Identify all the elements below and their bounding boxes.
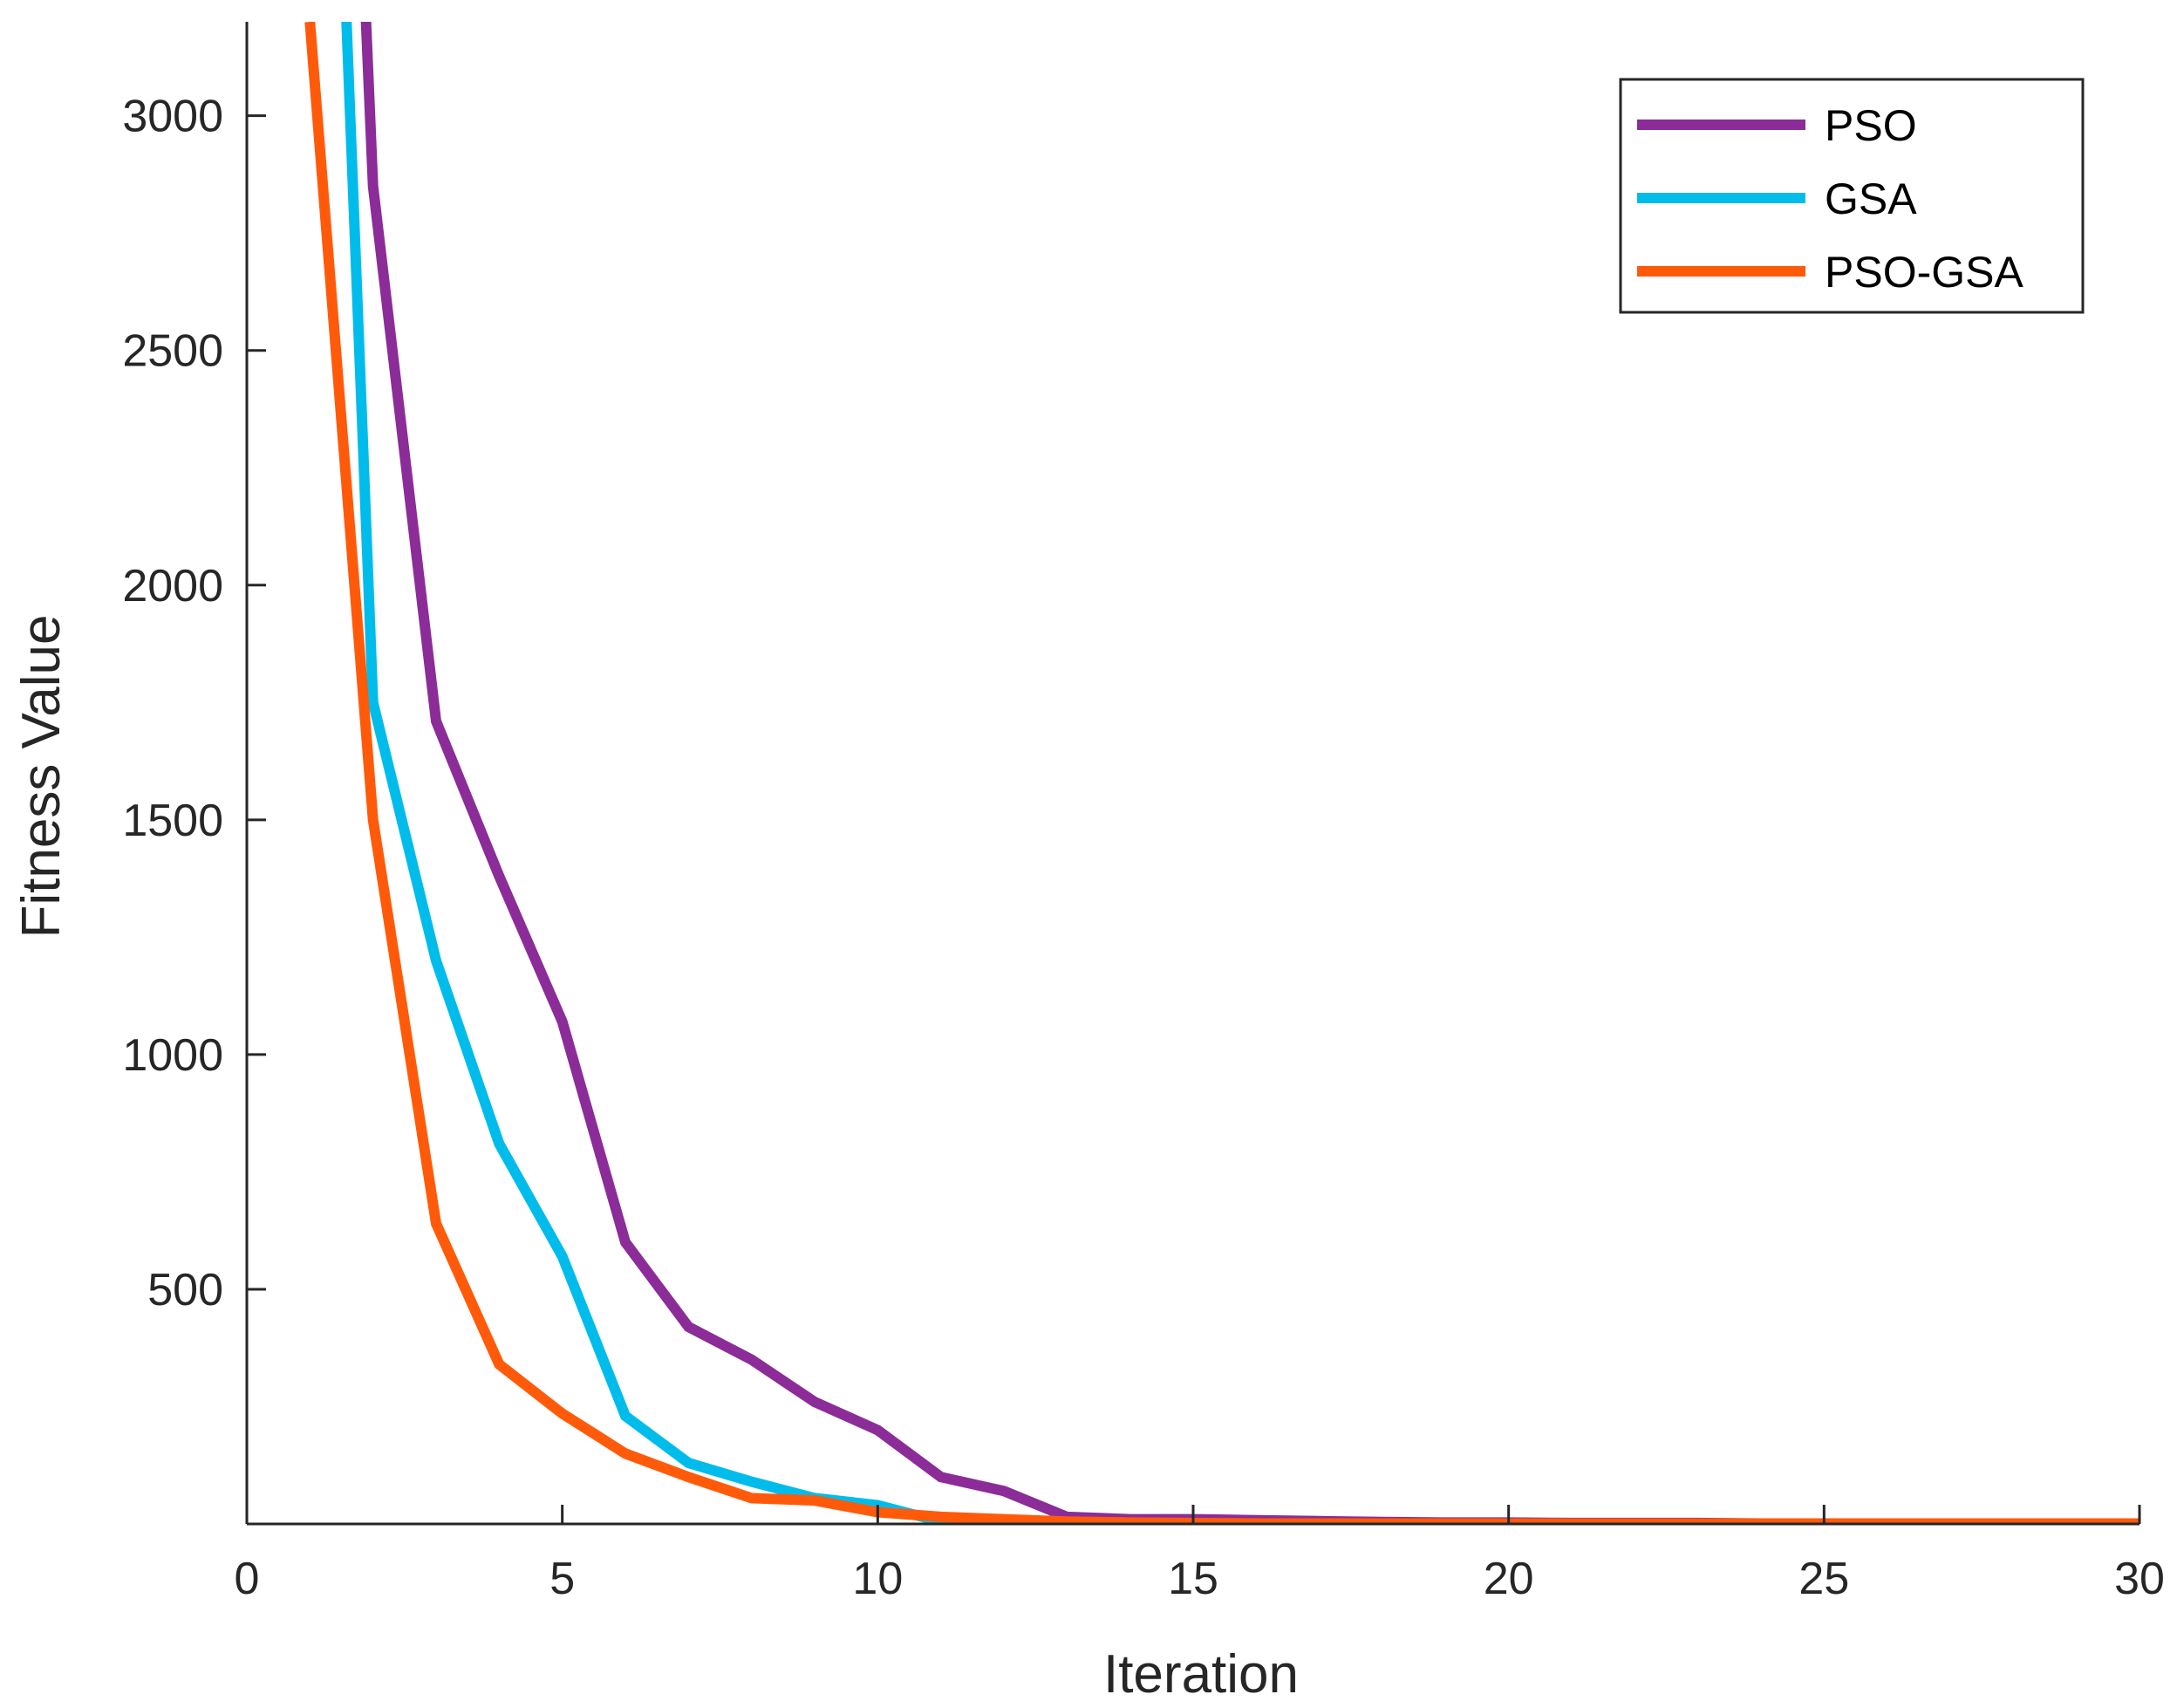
legend-label-pso: PSO bbox=[1825, 101, 1917, 150]
x-tick-label: 25 bbox=[1798, 1554, 1849, 1604]
y-tick-label: 1000 bbox=[122, 1030, 223, 1081]
legend: PSO GSA PSO-GSA bbox=[1619, 78, 2085, 314]
x-tick-label: 10 bbox=[852, 1554, 903, 1604]
y-tick-label: 500 bbox=[147, 1265, 223, 1315]
y-tick-label: 1500 bbox=[122, 796, 223, 846]
x-tick-label: 0 bbox=[235, 1554, 260, 1604]
x-tick-label: 15 bbox=[1168, 1554, 1218, 1604]
x-tick-label: 20 bbox=[1484, 1554, 1534, 1604]
x-tick-label: 30 bbox=[2114, 1554, 2165, 1604]
y-tick-label: 2500 bbox=[122, 326, 223, 377]
x-tick-label: 5 bbox=[549, 1554, 575, 1604]
y-tick-label: 2000 bbox=[122, 561, 223, 611]
y-axis-title: Fitness Value bbox=[11, 614, 72, 938]
legend-label-pso-gsa: PSO-GSA bbox=[1825, 248, 2023, 297]
y-tick-label: 3000 bbox=[122, 92, 223, 142]
legend-label-gsa: GSA bbox=[1825, 174, 1917, 223]
x-axis-title: Iteration bbox=[1103, 1644, 1299, 1705]
